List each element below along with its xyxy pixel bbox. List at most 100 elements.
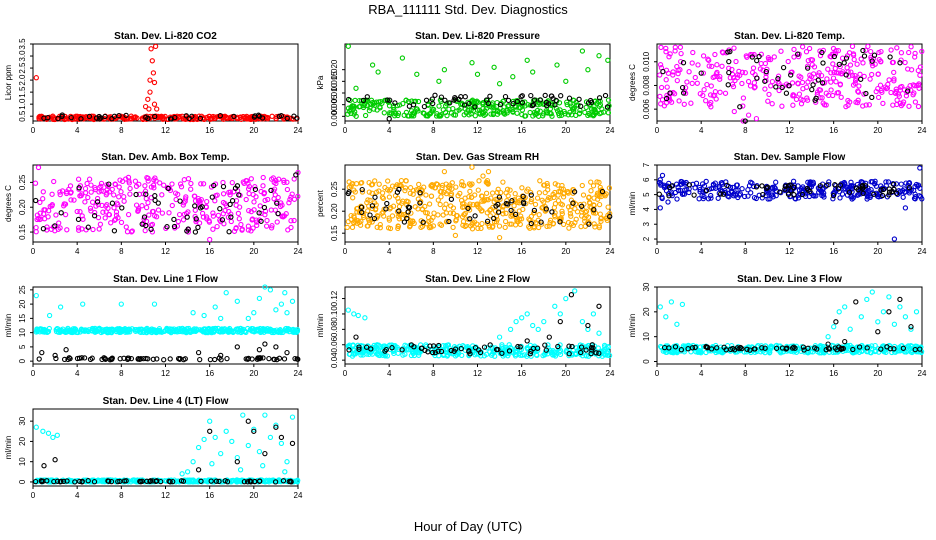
data-point [351, 213, 357, 219]
data-point [188, 186, 194, 192]
data-point [472, 345, 479, 351]
data-point [199, 204, 205, 210]
data-point [798, 101, 805, 107]
data-point [220, 211, 226, 217]
data-point [825, 341, 831, 347]
data-point [598, 216, 604, 222]
data-point [152, 43, 159, 50]
data-point [395, 112, 401, 119]
data-point [180, 478, 187, 484]
data-point [510, 109, 516, 115]
data-point [778, 48, 784, 54]
data-point [710, 182, 717, 188]
data-point [489, 224, 496, 230]
data-point [374, 224, 380, 230]
data-point [558, 110, 564, 116]
data-point [697, 344, 704, 350]
data-point [447, 210, 454, 216]
data-point [348, 183, 354, 189]
data-point [111, 217, 118, 223]
x-tick-label: 16 [829, 247, 838, 256]
data-point [173, 479, 179, 485]
data-point [268, 176, 275, 182]
data-point [717, 73, 723, 80]
data-point [832, 65, 838, 72]
chart-panel: Stan. Dev. Li-820 Temp.degrees C0 4 8 12 16 2… [628, 31, 927, 135]
x-tick-label: 12 [473, 369, 482, 378]
data-point [375, 69, 381, 75]
data-point [34, 212, 41, 218]
data-point [705, 196, 712, 202]
data-point [785, 58, 791, 65]
data-point [563, 295, 569, 302]
data-point [355, 312, 361, 319]
data-point [366, 189, 372, 195]
data-point [372, 207, 379, 213]
data-point [771, 54, 777, 60]
data-point [417, 190, 423, 196]
data-point [284, 115, 290, 122]
data-point [487, 93, 493, 99]
data-point [196, 220, 203, 226]
data-point [399, 347, 405, 353]
data-point [898, 50, 905, 56]
data-point [554, 62, 560, 68]
data-point [151, 177, 157, 183]
data-point [786, 83, 792, 89]
data-point [809, 86, 815, 93]
data-point [808, 56, 814, 63]
data-point [546, 334, 552, 340]
data-point [374, 213, 380, 219]
data-point [751, 194, 758, 201]
data-point [578, 349, 584, 356]
data-point [59, 112, 65, 118]
data-point [61, 356, 68, 363]
y-tick-label: 0.08 [330, 321, 339, 337]
data-point [527, 109, 533, 116]
data-point [172, 190, 179, 196]
data-point [432, 92, 438, 98]
data-point [174, 223, 181, 229]
data-point [353, 113, 359, 119]
x-tick-label: 16 [205, 126, 214, 135]
data-point [275, 210, 281, 217]
data-point [765, 196, 771, 202]
data-point [768, 83, 774, 89]
data-point [201, 312, 207, 319]
data-point [375, 348, 382, 354]
data-point [392, 100, 398, 106]
data-point [469, 164, 475, 170]
data-point [479, 220, 485, 227]
data-point [566, 343, 572, 349]
data-point [596, 201, 603, 208]
data-point [700, 70, 707, 76]
data-point [119, 178, 126, 185]
data-point [366, 107, 373, 114]
data-point [579, 48, 586, 54]
data-point [498, 189, 504, 196]
data-point [167, 326, 173, 332]
data-point [576, 96, 582, 102]
x-tick-label: 8 [119, 247, 124, 256]
data-point [852, 72, 858, 79]
data-point [177, 356, 183, 362]
data-point [714, 69, 720, 76]
data-point [158, 114, 164, 120]
data-point [567, 207, 573, 213]
data-point [421, 103, 428, 110]
data-point [142, 103, 149, 110]
data-point [805, 79, 811, 85]
data-point [152, 113, 158, 120]
data-point [62, 211, 69, 218]
data-point [423, 192, 429, 198]
data-point [596, 95, 603, 101]
data-point [365, 208, 371, 214]
data-point [824, 76, 830, 82]
data-point [557, 311, 563, 317]
data-point [819, 95, 825, 101]
data-point [823, 347, 829, 353]
data-point [585, 322, 591, 329]
data-point [502, 344, 509, 351]
data-point [891, 181, 897, 187]
